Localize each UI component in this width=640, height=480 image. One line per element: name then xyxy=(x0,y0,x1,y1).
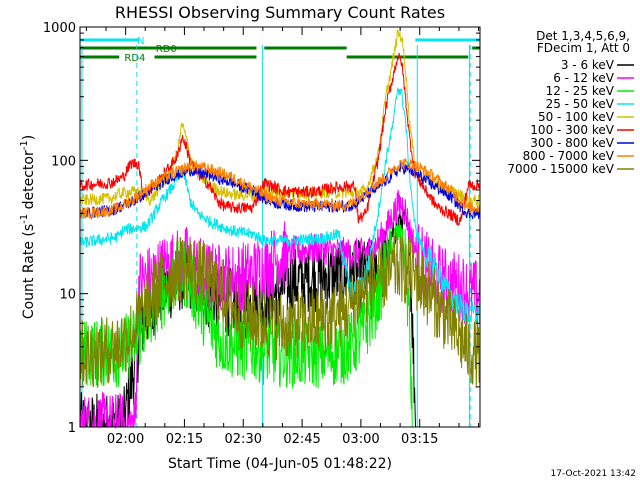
x-tick-label: 02:15 xyxy=(166,432,203,447)
y-tick-label: 100 xyxy=(51,154,76,169)
flag-label: RD4 xyxy=(124,53,145,64)
instrument-flags: N RD0 RD4 xyxy=(80,36,480,64)
series-line xyxy=(79,29,480,208)
y-label-exponent: -1 xyxy=(19,140,30,150)
flag-label: RD0 xyxy=(156,44,177,55)
x-tick-label: 02:45 xyxy=(283,432,320,447)
x-tick-label: 02:30 xyxy=(225,432,262,447)
legend-header-line: FDecim 1, Att 0 xyxy=(537,41,630,55)
legend-label: 50 - 100 keV xyxy=(538,110,615,124)
series-line xyxy=(79,87,480,326)
series-line xyxy=(79,234,480,389)
flag-label: N xyxy=(137,36,144,47)
footer-timestamp: 17-Oct-2021 13:42 xyxy=(551,469,636,479)
legend-label: 100 - 300 keV xyxy=(530,123,614,137)
y-label-exponent: -1 xyxy=(19,214,30,224)
legend-label: 300 - 800 keV xyxy=(530,136,614,150)
legend: Det 1,3,4,5,6,9, FDecim 1, Att 0 3 - 6 k… xyxy=(507,29,634,176)
y-tick-label: 1000 xyxy=(43,21,76,36)
legend-label: 3 - 6 keV xyxy=(561,58,615,72)
legend-label: 7000 - 15000 keV xyxy=(507,162,614,176)
y-axis-label: Count Rate (s-1 detector-1) xyxy=(19,135,37,319)
x-axis: 02:00 02:15 02:30 02:45 03:00 03:15 xyxy=(85,27,480,447)
y-label-part: ) xyxy=(21,135,37,140)
legend-label: 800 - 7000 keV xyxy=(523,149,615,163)
legend-label: 6 - 12 keV xyxy=(553,71,615,85)
x-tick-label: 02:00 xyxy=(107,432,144,447)
y-label-part: Count Rate (s xyxy=(21,224,37,319)
plot-frame xyxy=(79,26,481,428)
x-tick-label: 03:00 xyxy=(342,432,379,447)
legend-header-line: Det 1,3,4,5,6,9, xyxy=(536,29,630,43)
y-tick-label: 1 xyxy=(68,421,76,436)
series-line xyxy=(79,158,480,220)
chart-title: RHESSI Observing Summary Count Rates xyxy=(115,3,445,22)
x-tick-label: 03:15 xyxy=(401,432,438,447)
y-tick-label: 10 xyxy=(59,288,76,303)
y-label-part: detector xyxy=(21,150,37,214)
legend-label: 25 - 50 keV xyxy=(546,97,615,111)
x-axis-label: Start Time (04-Jun-05 01:48:22) xyxy=(168,456,392,472)
legend-label: 12 - 25 keV xyxy=(546,84,615,98)
series-lines xyxy=(79,29,480,429)
